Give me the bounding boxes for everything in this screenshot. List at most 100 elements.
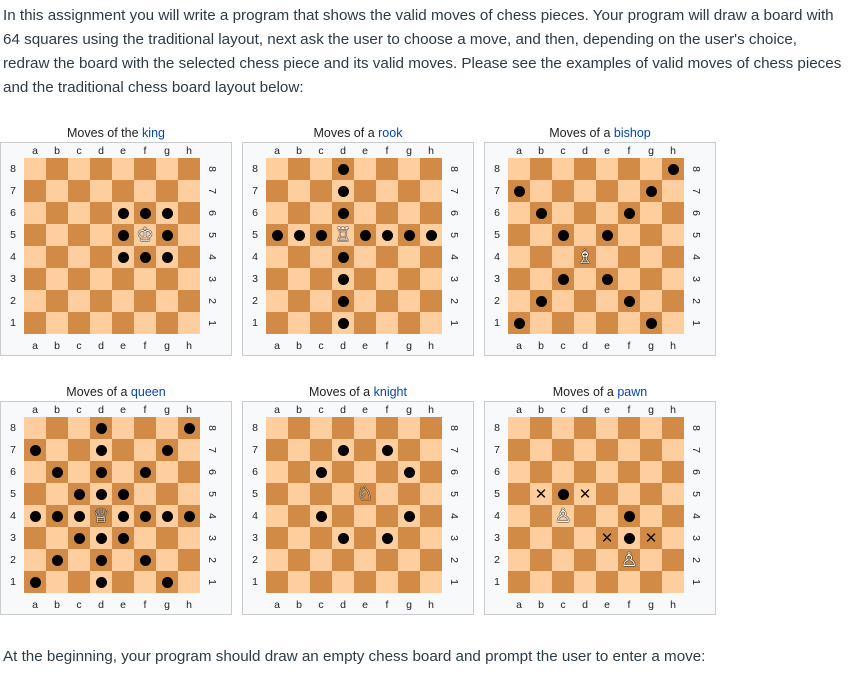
board-square bbox=[530, 180, 552, 202]
board-square bbox=[662, 549, 684, 571]
file-label: d bbox=[340, 340, 346, 352]
board-square bbox=[574, 312, 596, 334]
rank-label: 2 bbox=[10, 554, 16, 566]
board-square bbox=[618, 246, 640, 268]
board-square bbox=[596, 549, 618, 571]
caption-link-rook[interactable]: rook bbox=[378, 126, 403, 140]
capture-cross-icon: ✕ bbox=[600, 528, 614, 547]
board-square bbox=[288, 461, 310, 483]
board-square bbox=[508, 461, 530, 483]
move-dot bbox=[557, 229, 569, 241]
move-dot bbox=[513, 317, 525, 329]
board-square bbox=[90, 549, 112, 571]
rank-label: 4 bbox=[690, 254, 702, 260]
caption-link-knight[interactable]: knight bbox=[373, 385, 407, 399]
board-square: ✕ bbox=[640, 527, 662, 549]
file-label: b bbox=[54, 145, 60, 157]
rank-label: 4 bbox=[252, 510, 258, 522]
file-label: a bbox=[516, 145, 522, 157]
move-dot bbox=[51, 510, 63, 522]
rank-label: 8 bbox=[206, 425, 218, 431]
board-square bbox=[618, 268, 640, 290]
board-square bbox=[530, 549, 552, 571]
move-dot bbox=[403, 510, 415, 522]
file-labels-bottom: a b c d e f g h bbox=[508, 598, 684, 612]
board-square bbox=[420, 439, 442, 461]
diagram-caption: Moves of a queen bbox=[0, 384, 232, 400]
rank-label: 6 bbox=[494, 207, 500, 219]
board-square bbox=[332, 461, 354, 483]
board-square bbox=[266, 246, 288, 268]
board-square bbox=[398, 312, 420, 334]
board-square bbox=[398, 224, 420, 246]
move-dot bbox=[73, 488, 85, 500]
board-square bbox=[24, 417, 46, 439]
file-label: g bbox=[406, 145, 412, 157]
chessboard-frame: a b c d e f g h a b c d e f g h 8 7 6 5 4 3 2 1 8 7 6 5 4 3 2 1 ♘ bbox=[242, 401, 474, 615]
board-square bbox=[134, 180, 156, 202]
board-square bbox=[178, 224, 200, 246]
rank-label: 7 bbox=[206, 188, 218, 194]
board-square bbox=[508, 180, 530, 202]
rank-label: 3 bbox=[252, 532, 258, 544]
board-square bbox=[420, 549, 442, 571]
move-dot bbox=[117, 510, 129, 522]
board-square bbox=[288, 312, 310, 334]
board-square bbox=[354, 158, 376, 180]
rank-label: 4 bbox=[206, 513, 218, 519]
file-labels-top: a b c d e f g h bbox=[266, 144, 442, 158]
move-dot bbox=[337, 185, 349, 197]
rank-labels-right: 8 7 6 5 4 3 2 1 bbox=[204, 158, 220, 334]
file-labels-bottom: a b c d e f g h bbox=[24, 339, 200, 353]
board-square bbox=[552, 312, 574, 334]
board-square bbox=[420, 527, 442, 549]
caption-link-king[interactable]: king bbox=[142, 126, 165, 140]
board-square bbox=[24, 290, 46, 312]
move-dot bbox=[315, 510, 327, 522]
caption-link-bishop[interactable]: bishop bbox=[613, 126, 651, 140]
file-label: h bbox=[186, 340, 192, 352]
board-square bbox=[112, 461, 134, 483]
board-square bbox=[90, 290, 112, 312]
board-square bbox=[530, 246, 552, 268]
board-square bbox=[530, 571, 552, 593]
rank-label: 5 bbox=[448, 491, 460, 497]
board-square bbox=[134, 290, 156, 312]
file-label: c bbox=[318, 599, 324, 611]
board-square bbox=[618, 461, 640, 483]
move-dot bbox=[29, 444, 41, 456]
move-dot bbox=[535, 295, 547, 307]
board-square bbox=[376, 527, 398, 549]
board-square bbox=[266, 224, 288, 246]
board-square bbox=[156, 246, 178, 268]
board-square bbox=[310, 180, 332, 202]
move-dot bbox=[161, 576, 173, 588]
rank-label: 7 bbox=[10, 185, 16, 197]
move-dot bbox=[139, 510, 151, 522]
board-square bbox=[178, 268, 200, 290]
board-square bbox=[354, 417, 376, 439]
board-square bbox=[178, 417, 200, 439]
move-dot bbox=[425, 229, 437, 241]
board-square bbox=[662, 483, 684, 505]
board-square bbox=[354, 180, 376, 202]
rank-labels-left: 8 7 6 5 4 3 2 1 bbox=[247, 158, 263, 334]
move-dot bbox=[161, 510, 173, 522]
board-square bbox=[288, 224, 310, 246]
chessboard-frame: a b c d e f g h a b c d e f g h 8 7 6 5 4 3 2 1 8 7 6 5 4 3 2 1 ♔ bbox=[0, 142, 232, 356]
board-square bbox=[310, 268, 332, 290]
file-label: b bbox=[538, 599, 544, 611]
board-square bbox=[398, 180, 420, 202]
board-square bbox=[508, 439, 530, 461]
move-dot bbox=[623, 295, 635, 307]
caption-link-pawn[interactable]: pawn bbox=[617, 385, 648, 399]
board-square bbox=[68, 312, 90, 334]
caption-link-queen[interactable]: queen bbox=[130, 385, 166, 399]
move-dot bbox=[337, 273, 349, 285]
board-square bbox=[90, 180, 112, 202]
rank-label: 2 bbox=[252, 554, 258, 566]
diagram-caption: Moves of a knight bbox=[242, 384, 474, 400]
outro-paragraph: At the beginning, your program should dr… bbox=[3, 648, 706, 665]
board-square bbox=[112, 224, 134, 246]
board-square bbox=[178, 549, 200, 571]
